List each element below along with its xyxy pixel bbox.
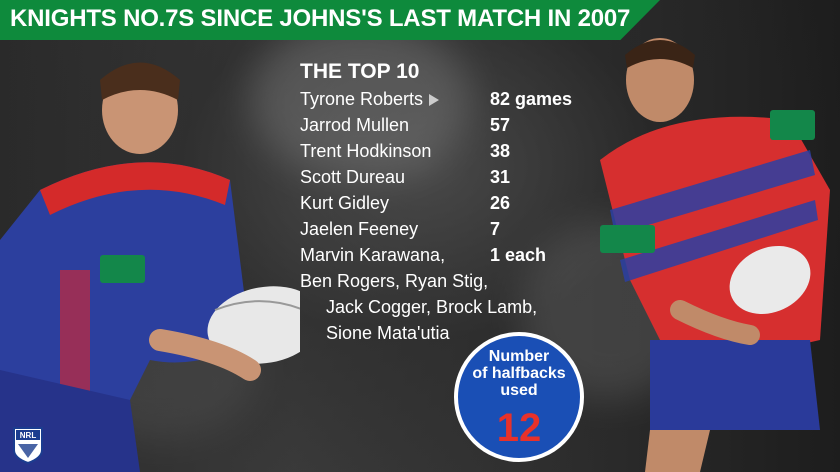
- player-name: Tyrone Roberts: [300, 89, 424, 109]
- games-count: 38: [490, 141, 511, 161]
- player-name: Scott Dureau: [300, 167, 406, 187]
- player-name: Jaelen Feeney: [300, 219, 419, 239]
- player-name: Marvin Karawana,: [300, 245, 446, 265]
- player-left-photo: [0, 62, 300, 472]
- player-names-continued: Jack Cogger, Brock Lamb,: [326, 297, 538, 317]
- halfbacks-count-badge: Number of halfbacks used 12: [454, 332, 584, 462]
- player-names-continued: Sione Mata'utia: [326, 323, 450, 343]
- nrl-logo-icon: NRL: [13, 427, 43, 464]
- page-title: KNIGHTS NO.7S SINCE JOHNS'S LAST MATCH I…: [10, 5, 631, 32]
- player-name: Trent Hodkinson: [300, 141, 432, 161]
- player-name: Kurt Gidley: [300, 193, 390, 213]
- badge-number: 12: [496, 406, 542, 450]
- player-names-continued: Ben Rogers, Ryan Stig,: [300, 271, 489, 291]
- play-arrow-icon: [429, 94, 440, 107]
- games-count: 57: [490, 115, 511, 135]
- games-count: 1 each: [490, 245, 547, 265]
- title-banner: KNIGHTS NO.7S SINCE JOHNS'S LAST MATCH I…: [0, 0, 660, 40]
- games-count: 26: [490, 193, 511, 213]
- list-title: THE TOP 10: [300, 60, 420, 83]
- svg-text:NRL: NRL: [20, 431, 37, 440]
- games-count: 7: [490, 219, 501, 239]
- games-count: 31: [490, 167, 511, 187]
- games-count: 82 games: [490, 89, 573, 109]
- player-right-photo: [600, 38, 830, 472]
- player-name: Jarrod Mullen: [300, 115, 410, 135]
- badge-label: Number of halfbacks used: [472, 348, 566, 399]
